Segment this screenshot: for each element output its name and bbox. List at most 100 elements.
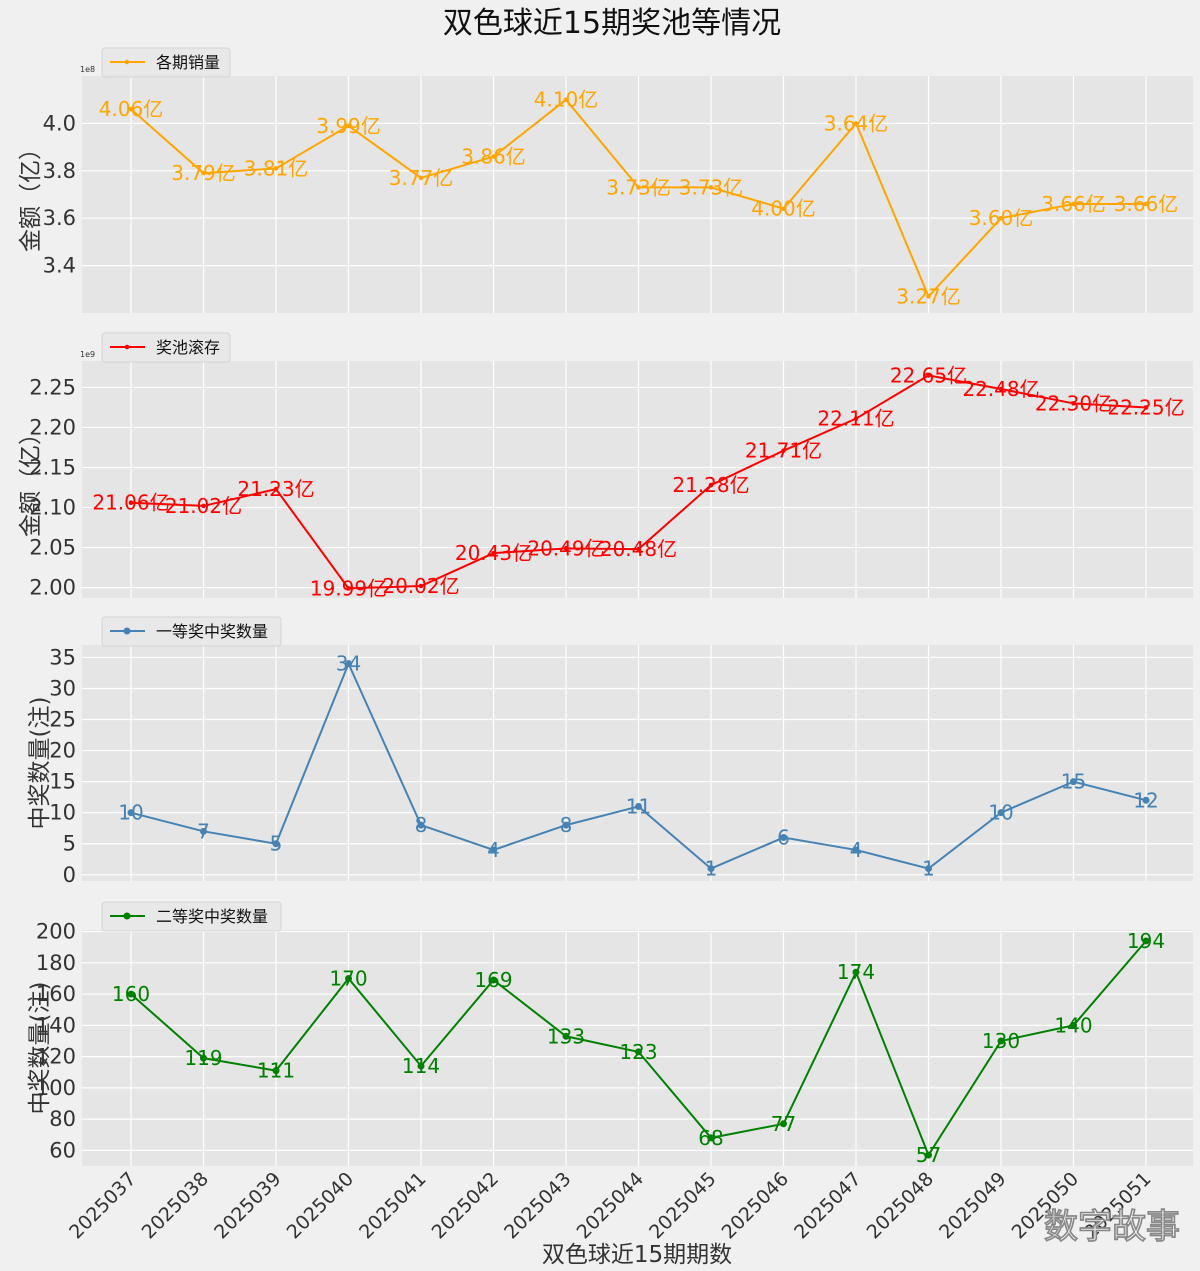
data-point	[346, 123, 351, 129]
legend-marker	[124, 344, 130, 350]
data-point	[780, 834, 787, 842]
legend-marker	[123, 627, 131, 635]
data-label: 10	[118, 801, 143, 825]
data-label: 174	[837, 960, 875, 984]
data-label: 15	[1061, 770, 1086, 794]
data-label: 10	[988, 801, 1013, 825]
panel-1: 3.4 3.6 3.8 4.0 1e8 金额（亿） 4.06亿 3.79亿 3.81亿 3.99亿…	[18, 47, 1193, 313]
data-label: 5	[270, 832, 283, 856]
x-axis-label: 双色球近15期期数	[542, 1242, 732, 1268]
x-tick-label: 2025041	[355, 1168, 430, 1243]
legend-box	[101, 332, 231, 363]
data-point	[490, 846, 497, 854]
data-point	[636, 185, 641, 190]
legend-label: 一等奖中奖数量	[156, 622, 268, 641]
data-point	[1143, 201, 1149, 207]
data-point	[1070, 778, 1077, 786]
data-label: 3.73亿	[606, 175, 671, 199]
data-point	[708, 482, 714, 488]
data-label: 170	[329, 966, 367, 990]
data-label: 3.81亿	[244, 156, 309, 180]
data-label: 77	[771, 1112, 796, 1136]
y-tick-label: 25	[49, 708, 76, 732]
data-point	[127, 809, 135, 817]
y-tick-label: 30	[49, 676, 76, 700]
data-label: 21.02亿	[165, 494, 242, 518]
y-axis-label: 中奖数量(注)	[27, 697, 53, 830]
y-tick-label: 2.20	[29, 415, 76, 439]
plot-background	[82, 645, 1193, 881]
data-point	[562, 821, 570, 829]
data-label: 3.27亿	[896, 284, 961, 308]
x-tick-label: 2025043	[500, 1168, 575, 1243]
data-point	[852, 846, 860, 854]
legend-marker	[124, 59, 130, 65]
data-point	[635, 1048, 642, 1056]
data-point	[1071, 201, 1076, 207]
data-label: 8	[560, 813, 573, 837]
x-tick-label: 2025048	[863, 1168, 938, 1243]
x-tick-label: 2025044	[573, 1168, 648, 1243]
data-label: 111	[257, 1059, 295, 1083]
data-point	[491, 550, 496, 556]
data-point	[926, 373, 931, 378]
data-label: 4	[487, 838, 500, 862]
data-label: 3.66亿	[1041, 192, 1106, 216]
data-label: 21.06亿	[92, 491, 169, 515]
data-point	[418, 175, 424, 181]
data-point	[418, 583, 424, 589]
data-label: 3.60亿	[969, 206, 1034, 230]
data-label: 22.65亿	[890, 363, 967, 387]
data-label: 4.06亿	[99, 97, 164, 121]
legend: 二等奖中奖数量	[101, 901, 282, 932]
legend: 奖池滚存	[101, 332, 231, 363]
y-offset-text: 1e9	[80, 350, 95, 359]
data-point	[417, 1062, 425, 1070]
data-label: 1	[705, 857, 718, 881]
data-label: 57	[916, 1143, 941, 1167]
data-point	[128, 500, 134, 506]
y-tick-label: 15	[49, 770, 76, 794]
data-label: 3.66亿	[1114, 192, 1179, 216]
data-label: 3.99亿	[316, 114, 381, 138]
data-point	[200, 827, 207, 835]
legend: 各期销量	[101, 47, 231, 78]
data-label: 194	[1127, 929, 1165, 953]
data-label: 6	[777, 826, 790, 850]
data-point	[127, 990, 135, 998]
data-label: 68	[698, 1126, 723, 1150]
data-point	[925, 865, 932, 873]
legend: 一等奖中奖数量	[101, 616, 282, 647]
data-label: 3.86亿	[461, 145, 526, 169]
y-tick-label: 200	[36, 920, 76, 944]
y-tick-label: 2.10	[29, 496, 76, 520]
legend-marker	[123, 912, 131, 920]
data-label: 130	[982, 1029, 1020, 1053]
data-label: 3.64亿	[824, 111, 889, 135]
data-point	[562, 1032, 570, 1040]
data-point	[273, 486, 279, 492]
data-point	[272, 1067, 280, 1075]
y-tick-label: 2.05	[29, 536, 76, 560]
data-label: 3.77亿	[389, 166, 454, 190]
x-tick-label: 2025047	[790, 1168, 865, 1243]
data-label: 169	[474, 968, 512, 992]
data-point	[780, 1120, 787, 1128]
x-tick-label: 2025037	[65, 1168, 140, 1243]
data-point	[345, 660, 352, 668]
data-point	[563, 97, 569, 102]
y-axis-label: 中奖数量(注)	[27, 982, 53, 1115]
y-tick-label: 4.0	[43, 111, 76, 135]
data-point	[998, 386, 1004, 392]
x-axis: 2025037202503820250392025040202504120250…	[65, 1168, 1155, 1243]
data-point	[345, 974, 352, 982]
legend-box	[101, 616, 282, 647]
data-point	[635, 802, 642, 810]
data-point	[707, 865, 715, 873]
data-point	[636, 546, 641, 552]
data-label: 20.02亿	[382, 574, 459, 598]
data-point	[1070, 1021, 1077, 1029]
